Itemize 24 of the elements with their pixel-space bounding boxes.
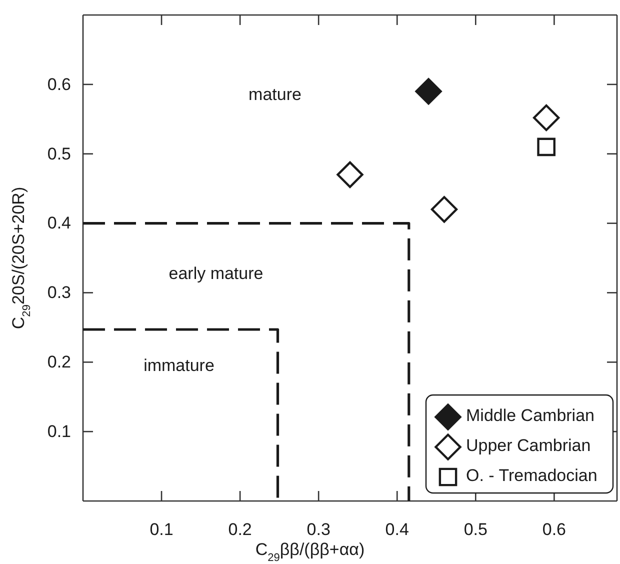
point — [430, 196, 458, 223]
x-axis-title: C$_{29}$ββ/(ββ+αα) — [255, 540, 365, 564]
y-tick-label: 0.4 — [47, 214, 71, 233]
annotation: mature — [248, 85, 302, 104]
x-tick-label: 0.5 — [464, 520, 488, 540]
annotation: immature — [144, 356, 214, 376]
y-tick-label: 0.2 — [47, 352, 71, 372]
y-tick-label: 0.5 — [47, 144, 71, 164]
point — [537, 138, 556, 156]
legend-label: O. - Tremadocian — [466, 466, 598, 486]
y-tick-label: 0.3 — [47, 283, 71, 302]
y-tick-label: 0.1 — [47, 422, 71, 442]
legend-label: Middle Cambrian — [466, 406, 594, 426]
point — [336, 161, 364, 188]
x-tick-label: 0.2 — [228, 520, 252, 540]
y-tick-label: 0.6 — [47, 74, 71, 94]
x-tick-label: 0.4 — [385, 520, 409, 540]
point — [532, 104, 560, 132]
annotation: early mature — [168, 264, 264, 284]
x-tick-label: 0.1 — [150, 520, 174, 540]
x-tick-label: 0.3 — [306, 520, 330, 540]
point — [415, 78, 442, 105]
x-tick-label: 0.6 — [542, 520, 566, 540]
legend-label: Upper Cambrian — [466, 436, 591, 456]
